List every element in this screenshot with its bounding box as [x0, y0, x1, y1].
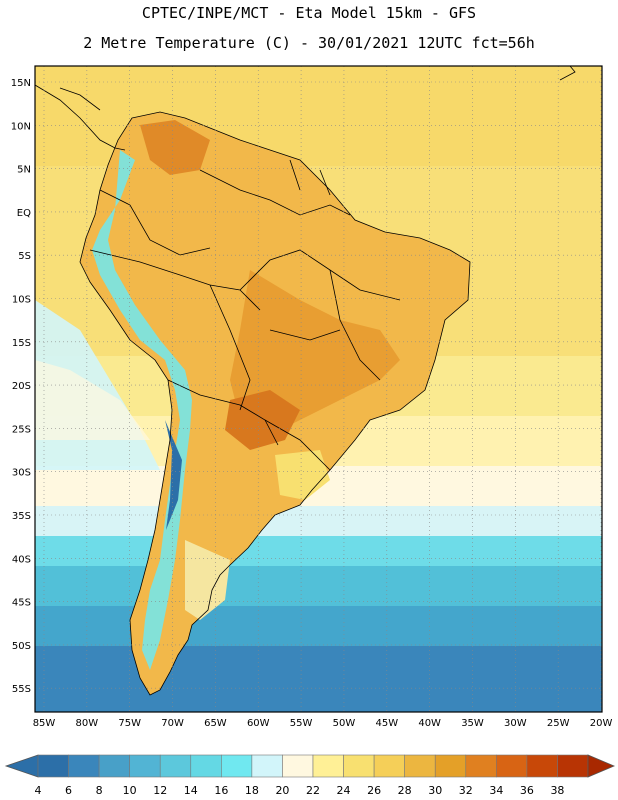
colorbar-segment — [312, 754, 344, 778]
colorbar-label: 30 — [428, 784, 442, 797]
colorbar-segment — [526, 754, 558, 778]
colorbar-segment — [282, 754, 314, 778]
colorbar-segment — [190, 754, 222, 778]
lon-label: 30W — [504, 718, 527, 729]
colorbar-segment — [68, 754, 100, 778]
colorbar-segment — [343, 754, 375, 778]
colorbar-segment — [404, 754, 436, 778]
lon-label: 50W — [333, 718, 356, 729]
lat-label: 25S — [12, 424, 31, 435]
lat-label: 40S — [12, 554, 31, 565]
colorbar-label: 18 — [245, 784, 259, 797]
latitude-labels: 15N 10N 5N EQ 5S 10S 15S 20S 25S 30S 35S 40S 45S 50S 5… — [11, 78, 31, 695]
lon-label: 40W — [418, 718, 441, 729]
colorbar-segment — [98, 754, 130, 778]
colorbar-label: 12 — [153, 784, 167, 797]
colorbar-segment — [496, 754, 528, 778]
chart-subtitle: 2 Metre Temperature (C) - 30/01/2021 12U… — [83, 34, 535, 52]
colorbar-label: 8 — [96, 784, 103, 797]
colorbar-label: 36 — [520, 784, 534, 797]
colorbar-segment — [37, 754, 69, 778]
colorbar-label: 24 — [337, 784, 351, 797]
lon-label: 70W — [161, 718, 184, 729]
lat-label: 5S — [18, 251, 31, 262]
colorbar-segment — [129, 754, 161, 778]
colorbar-high-arrow — [587, 754, 616, 778]
lat-label: 15N — [11, 78, 31, 89]
colorbar-segment — [557, 754, 589, 778]
lat-lon-grid — [35, 66, 602, 712]
plot-frame — [34, 65, 603, 713]
chart-title: CPTEC/INPE/MCT - Eta Model 15km - GFS — [141, 4, 477, 22]
lon-label: 60W — [247, 718, 270, 729]
lat-label: 20S — [12, 381, 31, 392]
lat-label: 5N — [17, 165, 31, 176]
colorbar-segment — [434, 754, 467, 778]
lat-label: EQ — [17, 208, 31, 219]
lat-label: 55S — [12, 684, 31, 695]
country-borders — [79, 111, 471, 696]
colorbar-label: 28 — [398, 784, 412, 797]
lon-label: 65W — [204, 718, 227, 729]
colorbar-segment — [465, 754, 497, 778]
colorbar-segment — [221, 754, 253, 778]
colorbar-label: 20 — [275, 784, 289, 797]
lon-label: 20W — [590, 718, 613, 729]
colorbar-segment — [251, 754, 283, 778]
colorbar-label: 16 — [214, 784, 228, 797]
lon-label: 35W — [461, 718, 484, 729]
colorbar-label: 6 — [65, 784, 72, 797]
lat-label: 45S — [12, 598, 31, 609]
lat-label: 15S — [12, 338, 31, 349]
lon-label: 25W — [547, 718, 570, 729]
colorbar-label: 14 — [184, 784, 198, 797]
lon-label: 55W — [290, 718, 313, 729]
colorbar-segment — [373, 754, 405, 778]
lon-label: 80W — [76, 718, 99, 729]
lon-label: 75W — [118, 718, 141, 729]
colorbar-label: 4 — [35, 784, 42, 797]
central-america-coast — [35, 66, 576, 151]
lon-label: 85W — [33, 718, 56, 729]
lat-label: 50S — [12, 641, 31, 652]
colorbar-label: 22 — [306, 784, 320, 797]
lat-label: 35S — [12, 511, 31, 522]
longitude-labels: 85W 80W 75W 70W 65W 60W 55W 50W 45W 40W 35W 30W 25W 2… — [33, 718, 613, 729]
colorbar-segment — [159, 754, 192, 778]
colorbar-label: 38 — [550, 784, 564, 797]
colorbar-label: 10 — [123, 784, 137, 797]
lat-label: 10S — [12, 295, 31, 306]
colorbar-label: 26 — [367, 784, 381, 797]
lat-label: 30S — [12, 468, 31, 479]
lon-label: 45W — [375, 718, 398, 729]
lat-label: 10N — [11, 121, 31, 132]
colorbar-label: 34 — [489, 784, 503, 797]
color-scale-bar: 4 6 8 10 12 14 16 18 20 22 24 26 28 30 32 34 36 38 — [4, 754, 616, 797]
temperature-field — [35, 66, 602, 712]
colorbar-low-arrow — [4, 754, 39, 778]
colorbar-label: 32 — [459, 784, 473, 797]
